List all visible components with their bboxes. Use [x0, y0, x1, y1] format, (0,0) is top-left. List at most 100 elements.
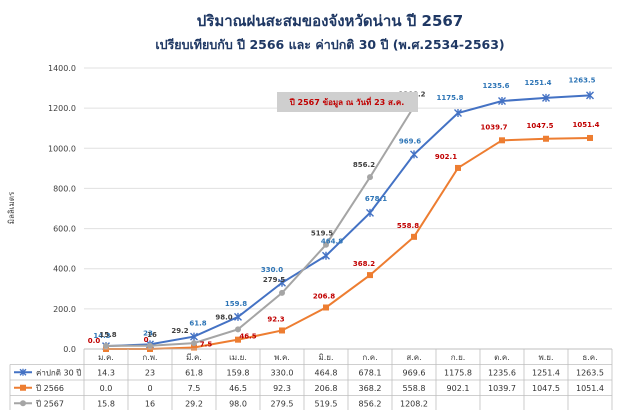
legend-marker	[20, 384, 26, 391]
data-labels: 14.3 23 61.8 159.8 330.0 464.8 678.1 969.6 1175.…	[88, 76, 600, 348]
table-cell: 0.0	[100, 384, 113, 393]
data-label: 558.8	[397, 222, 419, 230]
data-point	[190, 332, 198, 341]
data-label: 0	[144, 336, 149, 344]
data-label: 1263.5	[568, 76, 595, 84]
series-line	[106, 136, 591, 350]
data-label: 1235.6	[482, 82, 509, 90]
data-point	[366, 208, 374, 217]
table-cell: 1175.8	[444, 368, 472, 377]
data-point	[587, 134, 593, 141]
annotation-text: ปี 2567 ข้อมูล ณ วันที่ 23 ส.ค.	[289, 96, 404, 108]
y-tick-label: 0.0	[63, 345, 76, 354]
legend-marker	[19, 368, 27, 376]
data-point	[191, 344, 197, 351]
legend-label: ปี 2567	[35, 399, 64, 408]
table-cell: 279.5	[271, 399, 294, 408]
annotation: ปี 2567 ข้อมูล ณ วันที่ 23 ส.ค.	[277, 92, 418, 112]
data-point	[586, 91, 594, 100]
data-label: 7.5	[200, 340, 213, 348]
y-axis-ticks: 0.0 200.0 400.0 600.0 800.0 1000.0 1200.0 1400.…	[48, 64, 76, 354]
data-label: 92.3	[267, 315, 284, 323]
series-line	[105, 105, 415, 347]
series-lines	[102, 91, 594, 352]
table-cell: 678.1	[359, 368, 382, 377]
data-point	[103, 342, 109, 349]
table-cell: 61.8	[185, 368, 203, 377]
data-label: 1051.4	[572, 121, 599, 129]
table-cell: 14.3	[97, 368, 115, 377]
table-cell: 7.5	[188, 384, 201, 393]
table-cell: 519.5	[315, 399, 338, 408]
data-label: 519.5	[311, 230, 333, 238]
y-tick-label: 1200.0	[48, 104, 76, 113]
data-point	[235, 326, 241, 333]
data-point	[323, 304, 329, 311]
table-cell: 330.0	[271, 368, 294, 377]
data-label: 16	[147, 331, 157, 339]
table-cell: 1251.4	[532, 368, 560, 377]
data-label: 1047.5	[526, 122, 553, 130]
data-point	[147, 342, 153, 349]
data-label: 368.2	[353, 260, 375, 268]
data-label: 159.8	[225, 300, 247, 308]
data-point	[323, 241, 329, 248]
data-point	[234, 312, 242, 321]
data-point	[367, 272, 373, 279]
data-label: 46.5	[239, 333, 256, 341]
table-cell: 29.2	[185, 399, 203, 408]
x-tick-label: ส.ค.	[406, 353, 421, 362]
legend-marker	[20, 400, 26, 407]
table-cell: 15.8	[97, 399, 115, 408]
table-cell: 969.6	[403, 368, 426, 377]
data-label: 23	[143, 329, 153, 337]
x-tick-label: ม.ค.	[98, 353, 114, 362]
x-tick-label: มิ.ย.	[318, 353, 333, 362]
data-point	[279, 327, 285, 334]
data-label: 1251.4	[524, 79, 551, 87]
data-point	[543, 135, 549, 142]
y-tick-label: 600.0	[53, 225, 76, 234]
table-cell: 856.2	[359, 399, 382, 408]
series-line	[105, 94, 591, 348]
table-cell: 1235.6	[488, 368, 516, 377]
table-cell: 558.8	[403, 384, 426, 393]
table-cell: 16	[145, 399, 155, 408]
data-label: 464.8	[321, 238, 343, 246]
series-0	[102, 91, 594, 351]
table-cell: 1039.7	[488, 384, 516, 393]
x-tick-label: ก.พ.	[142, 353, 157, 362]
data-point	[191, 340, 197, 347]
table-cell: 46.5	[229, 384, 247, 393]
data-label: 856.2	[353, 161, 375, 169]
table-cell: 1208.2	[400, 399, 428, 408]
annotation-box	[277, 92, 418, 112]
data-point	[367, 174, 373, 181]
data-label: 61.8	[189, 320, 206, 328]
data-point	[498, 96, 506, 105]
table-cell: 1263.5	[576, 368, 604, 377]
table-cell: 92.3	[273, 384, 291, 393]
table-cell: 23	[145, 368, 155, 377]
data-label: 969.6	[399, 137, 421, 145]
table-cell: 1051.4	[576, 384, 604, 393]
data-point	[542, 93, 550, 102]
x-tick-label: เม.ย.	[229, 353, 247, 362]
y-tick-label: 400.0	[53, 265, 76, 274]
data-point	[235, 336, 241, 343]
chart-title: ปริมาณฝนสะสมของจังหวัดน่าน ปี 2567	[197, 12, 464, 30]
data-label: 15.8	[99, 331, 116, 339]
y-tick-label: 1400.0	[48, 64, 76, 73]
data-point	[454, 109, 462, 117]
chart-subtitle: เปรียบเทียบกับ ปี 2566 และ ค่าปกติ 30 ปี…	[155, 37, 504, 52]
data-point	[278, 278, 286, 287]
data-point	[322, 251, 330, 260]
data-label: 678.1	[365, 195, 387, 203]
table-cell: 368.2	[359, 384, 382, 393]
table-cell: 159.8	[227, 368, 250, 377]
data-point	[410, 150, 418, 159]
data-label: 330.0	[261, 266, 283, 274]
y-axis-label: มิลลิเมตร	[7, 191, 16, 224]
